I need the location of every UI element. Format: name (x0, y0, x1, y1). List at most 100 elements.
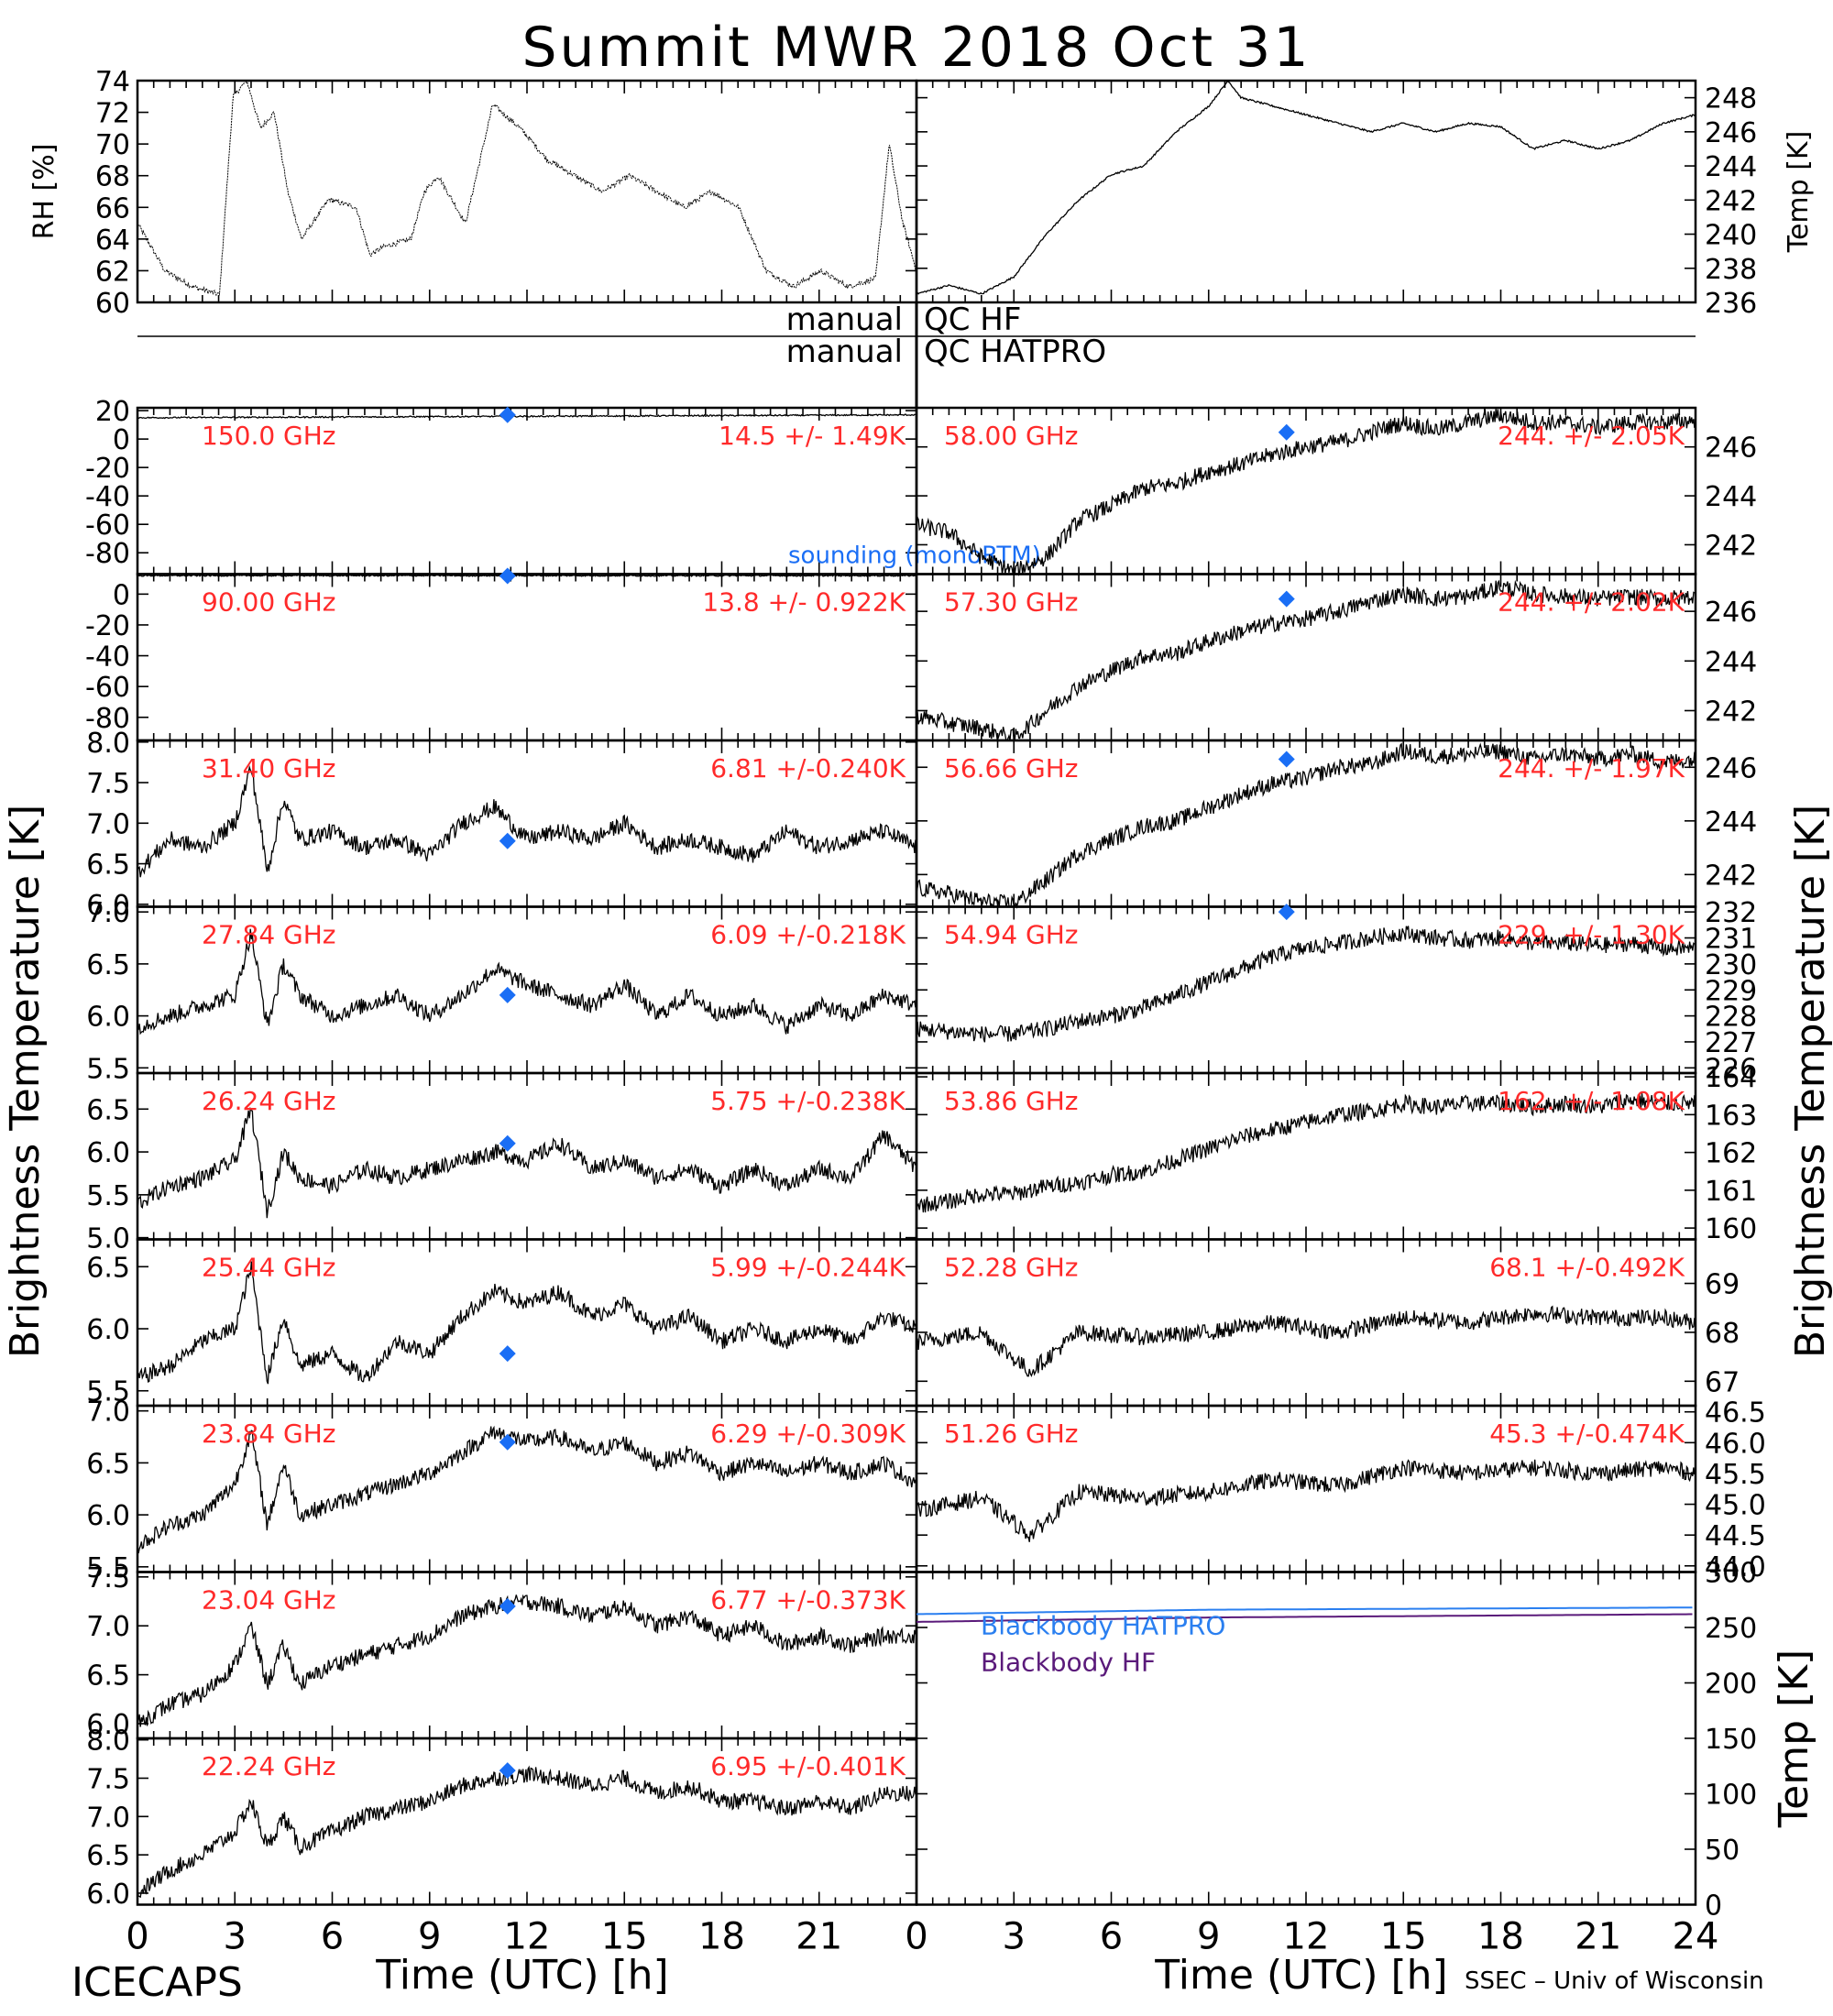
x-axis-label-left: Time (UTC) [h] (375, 1952, 668, 1999)
y-tick-label: 8.0 (86, 1726, 130, 1758)
y-tick-label: 46.0 (1705, 1428, 1766, 1460)
stats-label: 229. +/- 1.30K (1498, 920, 1685, 950)
y-tick-label: 244 (1705, 151, 1757, 183)
data-trace (137, 574, 916, 577)
y-tick-label: 244 (1705, 806, 1757, 838)
data-trace (916, 1305, 1696, 1377)
x-tick-label: 0 (905, 1916, 927, 1958)
frequency-label: 27.84 GHz (202, 920, 336, 950)
y-tick-label: -60 (85, 672, 130, 704)
frequency-label: 31.40 GHz (202, 753, 336, 783)
frequency-label: 23.04 GHz (202, 1585, 336, 1616)
stats-label: 14.5 +/- 1.49K (719, 421, 906, 451)
x-tick-label: 18 (698, 1916, 745, 1958)
frequency-label: 25.44 GHz (202, 1253, 336, 1283)
y-tick-label: 6.5 (86, 1840, 130, 1872)
qc-hf-right: QC HF (924, 301, 1021, 338)
y-tick-label: 236 (1705, 288, 1757, 320)
panel-ch5730: 242 246 244 57.30 GHz 244. +/- 2.02K (915, 573, 1757, 742)
y-tick-label: 246 (1705, 597, 1757, 629)
y-tick-label: 6.0 (86, 1500, 130, 1532)
series-line (916, 1613, 1693, 1623)
y-tick-label: 230 (1705, 949, 1757, 981)
y-tick-label: 164 (1705, 1062, 1757, 1094)
sounding-marker (1278, 423, 1295, 441)
y-tick-label: 6.0 (86, 1879, 130, 1911)
y-tick-label: 6.5 (86, 1094, 130, 1126)
y-tick-label: -20 (85, 610, 130, 642)
frequency-label: 56.66 GHz (944, 753, 1079, 783)
y-tick-label: -60 (85, 509, 130, 542)
y-tick-label: 244 (1705, 646, 1757, 678)
x-tick-label: 12 (1283, 1916, 1330, 1958)
y-tick-label: 6.5 (86, 1660, 130, 1693)
x-tick-label: 0 (126, 1916, 148, 1958)
x-tick-label: 15 (1380, 1916, 1427, 1958)
data-trace (916, 926, 1696, 1043)
sounding-marker (499, 986, 516, 1003)
y-tick-label: 244 (1705, 481, 1757, 513)
y-tick-label: 6.5 (86, 1252, 130, 1284)
data-trace (137, 928, 916, 1035)
y-tick-label: 246 (1705, 752, 1757, 784)
y-tick-label: 72 (95, 98, 130, 130)
stats-label: 6.95 +/-0.401K (710, 1751, 906, 1781)
y-tick-label: 50 (1705, 1835, 1740, 1867)
panel-ch2784: 5.5 6.0 6.5 7.0 27.84 GHz 6.09 +/-0.218K (86, 897, 918, 1085)
panel-ch90: 0-20-40-60-80 90.00 GHz 13.8 +/- 0.922K (85, 567, 918, 742)
x-tick-label: 6 (321, 1916, 344, 1958)
y-tick-label: 250 (1705, 1613, 1757, 1645)
y-tick-label: -20 (85, 453, 130, 485)
data-trace (916, 742, 1696, 910)
y-tick-label: 6.5 (86, 849, 130, 882)
series-line (916, 1606, 1693, 1616)
y-tick-label: 100 (1705, 1780, 1757, 1812)
y-tick-label: 160 (1705, 1213, 1757, 1245)
y-tick-label: -80 (85, 538, 130, 570)
y-tick-label: 7.0 (86, 808, 130, 840)
legend-entry: Blackbody HATPRO (981, 1611, 1225, 1641)
y-tick-label: 150 (1705, 1724, 1757, 1756)
y-tick-label: -40 (85, 481, 130, 513)
stats-label: 6.09 +/-0.218K (710, 920, 906, 950)
y-tick-label: 7.5 (86, 768, 130, 800)
y-tick-label: 67 (1705, 1366, 1740, 1398)
y-axis-label-right: Brightness Temperature [K] (1787, 805, 1833, 1358)
frequency-label: 58.00 GHz (944, 421, 1079, 451)
sounding-marker (1278, 590, 1295, 608)
y-tick-label: 7.0 (86, 1611, 130, 1643)
y-tick-label: 242 (1705, 696, 1757, 728)
y-tick-label: 229 (1705, 975, 1757, 1007)
y-tick-label: 246 (1705, 433, 1757, 465)
y-axis-label-left: Brightness Temperature [K] (2, 805, 49, 1358)
y-tick-label: 226 (1705, 1053, 1757, 1085)
panel-ch2544: 5.5 6.0 6.5 25.44 GHz 5.99 +/-0.244K (86, 1238, 918, 1408)
y-tick-label: 64 (95, 225, 130, 257)
data-trace (137, 1106, 916, 1219)
y-tick-label: 6.0 (86, 1137, 130, 1169)
frequency-label: 51.26 GHz (944, 1419, 1079, 1449)
panel-frame (915, 79, 1697, 304)
panel-ch5228: 67 68 69 52.28 GHz 68.1 +/-0.492K (915, 1238, 1740, 1408)
y-tick-label: 6.0 (86, 1002, 130, 1034)
frequency-label: 26.24 GHz (202, 1086, 336, 1116)
y-tick-label: 69 (1705, 1269, 1740, 1301)
x-tick-label: 15 (601, 1916, 648, 1958)
qc-hf-left: manual (786, 301, 903, 338)
frequency-label: 23.84 GHz (202, 1419, 336, 1449)
panel-bb: 0 50 100 150 200 250 300 Temp [K] Blackbody HATP… (915, 1558, 1817, 1923)
frequency-label: 22.24 GHz (202, 1751, 336, 1781)
x-tick-label: 21 (1575, 1916, 1621, 1958)
y-tick-label: 68 (1705, 1318, 1740, 1350)
stats-label: 5.99 +/-0.244K (710, 1253, 906, 1283)
panel-ch5666: 242 244 246 56.66 GHz 244. +/- 1.97K (915, 739, 1757, 910)
stats-label: 6.77 +/-0.373K (710, 1585, 906, 1616)
y-tick-label: 74 (95, 66, 130, 98)
y-tick-label: 5.5 (86, 1376, 130, 1408)
x-tick-label: 18 (1477, 1916, 1524, 1958)
frequency-label: 52.28 GHz (944, 1253, 1079, 1283)
sounding-marker (499, 567, 516, 585)
stats-label: 6.29 +/-0.309K (710, 1419, 906, 1449)
y-tick-label: 242 (1705, 185, 1757, 217)
